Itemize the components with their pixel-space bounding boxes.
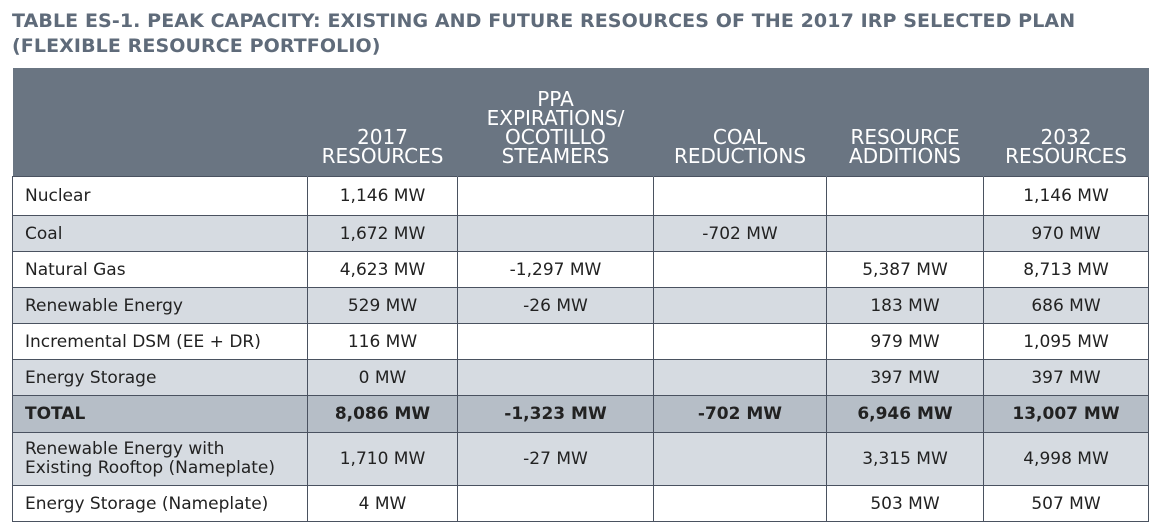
table-row-coal: Coal 1,672 MW -702 MW 970 MW xyxy=(12,215,1149,252)
cell-additions: 503 MW xyxy=(826,485,984,522)
table-row-nuclear: Nuclear 1,146 MW 1,146 MW xyxy=(12,176,1149,216)
peak-capacity-table: 2017 RESOURCES PPA EXPIRATIONS/OCOTILLO STE… xyxy=(12,68,1149,522)
header-2032-resources: 2032 RESOURCES xyxy=(983,68,1149,177)
header-line: STEAMERS xyxy=(501,144,610,168)
header-line: 2032 xyxy=(1040,125,1092,149)
cell-ppa xyxy=(457,359,654,396)
cell-2017: 8,086 MW xyxy=(307,395,458,433)
title-line-1: TABLE ES-1. PEAK CAPACITY: EXISTING AND … xyxy=(12,10,1076,32)
header-row: 2017 RESOURCES PPA EXPIRATIONS/OCOTILLO STE… xyxy=(12,68,1149,177)
header-line: RESOURCES xyxy=(321,144,444,168)
header-line: PPA xyxy=(537,87,574,111)
cell-2017: 529 MW xyxy=(307,287,458,324)
cell-2017: 1,146 MW xyxy=(307,176,458,216)
cell-additions xyxy=(826,215,984,252)
cell-coal-red xyxy=(653,359,827,396)
cell-ppa: -27 MW xyxy=(457,432,654,486)
cell-2032: 1,146 MW xyxy=(983,176,1149,216)
cell-ppa: -26 MW xyxy=(457,287,654,324)
row-label: TOTAL xyxy=(12,395,308,433)
cell-2017: 0 MW xyxy=(307,359,458,396)
cell-ppa xyxy=(457,176,654,216)
row-label: Natural Gas xyxy=(12,251,308,288)
table-row-renewable-energy: Renewable Energy 529 MW -26 MW 183 MW 68… xyxy=(12,287,1149,324)
row-label: Renewable Energy xyxy=(12,287,308,324)
header-2017-resources: 2017 RESOURCES xyxy=(307,68,458,177)
header-line: 2017 xyxy=(357,125,408,149)
table-row-renewable-nameplate: Renewable Energy with Existing Rooftop (… xyxy=(12,432,1149,486)
header-line: RESOURCE xyxy=(850,125,960,149)
header-line: RESOURCES xyxy=(1005,144,1127,168)
cell-2017: 1,710 MW xyxy=(307,432,458,486)
cell-coal-red xyxy=(653,176,827,216)
cell-2017: 4 MW xyxy=(307,485,458,522)
cell-ppa xyxy=(457,485,654,522)
header-resource-additions: RESOURCE ADDITIONS xyxy=(826,68,984,177)
row-label: Energy Storage (Nameplate) xyxy=(12,485,308,522)
cell-additions: 979 MW xyxy=(826,323,984,360)
header-line: OCOTILLO xyxy=(505,125,606,149)
cell-2032: 397 MW xyxy=(983,359,1149,396)
cell-coal-red xyxy=(653,287,827,324)
cell-additions: 6,946 MW xyxy=(826,395,984,433)
cell-coal-red xyxy=(653,251,827,288)
cell-2032: 1,095 MW xyxy=(983,323,1149,360)
table-title: TABLE ES-1. PEAK CAPACITY: EXISTING AND … xyxy=(12,9,1152,59)
cell-2032: 13,007 MW xyxy=(983,395,1149,433)
cell-additions: 3,315 MW xyxy=(826,432,984,486)
cell-additions xyxy=(826,176,984,216)
table-row-natural-gas: Natural Gas 4,623 MW -1,297 MW 5,387 MW … xyxy=(12,251,1149,288)
header-line: REDUCTIONS xyxy=(673,144,807,168)
header-line: EXPIRATIONS/ xyxy=(486,106,625,130)
row-label: Energy Storage xyxy=(12,359,308,396)
table-row-storage-nameplate: Energy Storage (Nameplate) 4 MW 503 MW 5… xyxy=(12,485,1149,522)
cell-coal-red: -702 MW xyxy=(653,395,827,433)
cell-additions: 5,387 MW xyxy=(826,251,984,288)
header-line: COAL xyxy=(712,125,768,149)
cell-ppa xyxy=(457,215,654,252)
header-ppa-expirations: PPA EXPIRATIONS/OCOTILLO STEAMERS xyxy=(457,68,654,177)
row-label: Renewable Energy with Existing Rooftop (… xyxy=(12,432,308,486)
cell-2017: 1,672 MW xyxy=(307,215,458,252)
row-label: Nuclear xyxy=(12,176,308,216)
cell-coal-red: -702 MW xyxy=(653,215,827,252)
cell-ppa xyxy=(457,323,654,360)
table-body: Nuclear 1,146 MW 1,146 MW Coal 1,672 MW … xyxy=(12,176,1149,522)
cell-2017: 116 MW xyxy=(307,323,458,360)
cell-additions: 397 MW xyxy=(826,359,984,396)
table-row-total: TOTAL 8,086 MW -1,323 MW -702 MW 6,946 M… xyxy=(12,395,1149,433)
header-coal-reductions: COAL REDUCTIONS xyxy=(653,68,827,177)
cell-ppa: -1,297 MW xyxy=(457,251,654,288)
cell-2032: 4,998 MW xyxy=(983,432,1149,486)
table-row-incremental-dsm: Incremental DSM (EE + DR) 116 MW 979 MW … xyxy=(12,323,1149,360)
cell-2032: 970 MW xyxy=(983,215,1149,252)
table-row-energy-storage: Energy Storage 0 MW 397 MW 397 MW xyxy=(12,359,1149,396)
header-blank xyxy=(12,68,308,177)
row-label: Incremental DSM (EE + DR) xyxy=(12,323,308,360)
cell-2032: 8,713 MW xyxy=(983,251,1149,288)
cell-additions: 183 MW xyxy=(826,287,984,324)
cell-2032: 507 MW xyxy=(983,485,1149,522)
cell-ppa: -1,323 MW xyxy=(457,395,654,433)
cell-2032: 686 MW xyxy=(983,287,1149,324)
cell-coal-red xyxy=(653,323,827,360)
header-line: ADDITIONS xyxy=(849,144,961,168)
row-label: Coal xyxy=(12,215,308,252)
title-line-2: (FLEXIBLE RESOURCE PORTFOLIO) xyxy=(12,35,381,57)
cell-coal-red xyxy=(653,485,827,522)
cell-coal-red xyxy=(653,432,827,486)
cell-2017: 4,623 MW xyxy=(307,251,458,288)
